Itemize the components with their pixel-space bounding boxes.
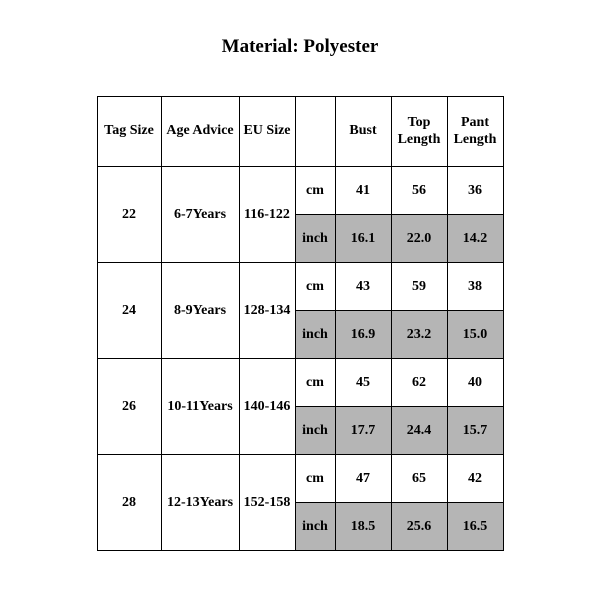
cell-pant-cm: 38 [447,263,503,311]
cell-unit-cm: cm [295,263,335,311]
col-bust: Bust [335,97,391,167]
cell-bust-cm: 43 [335,263,391,311]
cell-age: 12-13Years [161,455,239,551]
cell-pant-cm: 40 [447,359,503,407]
cell-tag: 28 [97,455,161,551]
cell-unit-cm: cm [295,455,335,503]
cell-age: 8-9Years [161,263,239,359]
cell-top-inch: 25.6 [391,503,447,551]
cell-unit-inch: inch [295,407,335,455]
cell-top-cm: 65 [391,455,447,503]
cell-unit-inch: inch [295,215,335,263]
col-pant-length: Pant Length [447,97,503,167]
cell-eu: 140-146 [239,359,295,455]
cell-bust-inch: 16.9 [335,311,391,359]
col-unit [295,97,335,167]
table-header: Tag Size Age Advice EU Size Bust Top Len… [97,97,503,167]
cell-eu: 152-158 [239,455,295,551]
cell-bust-inch: 17.7 [335,407,391,455]
table-row: 26 10-11Years 140-146 cm 45 62 40 [97,359,503,407]
cell-age: 6-7Years [161,167,239,263]
page-title: Material: Polyester [0,36,600,58]
cell-top-cm: 62 [391,359,447,407]
table-row: 28 12-13Years 152-158 cm 47 65 42 [97,455,503,503]
cell-top-cm: 59 [391,263,447,311]
cell-pant-inch: 15.0 [447,311,503,359]
cell-pant-cm: 42 [447,455,503,503]
cell-pant-inch: 14.2 [447,215,503,263]
col-eu-size: EU Size [239,97,295,167]
cell-bust-cm: 45 [335,359,391,407]
cell-tag: 22 [97,167,161,263]
cell-unit-cm: cm [295,167,335,215]
cell-top-cm: 56 [391,167,447,215]
cell-top-inch: 22.0 [391,215,447,263]
col-top-length: Top Length [391,97,447,167]
cell-pant-cm: 36 [447,167,503,215]
cell-bust-cm: 41 [335,167,391,215]
page: Material: Polyester Tag Size Age Advice … [0,0,600,600]
col-age-advice: Age Advice [161,97,239,167]
cell-top-inch: 24.4 [391,407,447,455]
cell-top-inch: 23.2 [391,311,447,359]
table-row: 24 8-9Years 128-134 cm 43 59 38 [97,263,503,311]
cell-pant-inch: 16.5 [447,503,503,551]
cell-pant-inch: 15.7 [447,407,503,455]
cell-unit-inch: inch [295,311,335,359]
cell-unit-inch: inch [295,503,335,551]
cell-age: 10-11Years [161,359,239,455]
cell-eu: 116-122 [239,167,295,263]
cell-bust-inch: 16.1 [335,215,391,263]
size-table: Tag Size Age Advice EU Size Bust Top Len… [97,96,504,551]
cell-tag: 24 [97,263,161,359]
cell-unit-cm: cm [295,359,335,407]
cell-tag: 26 [97,359,161,455]
cell-bust-inch: 18.5 [335,503,391,551]
cell-eu: 128-134 [239,263,295,359]
table-row: 22 6-7Years 116-122 cm 41 56 36 [97,167,503,215]
cell-bust-cm: 47 [335,455,391,503]
col-tag-size: Tag Size [97,97,161,167]
table-body: 22 6-7Years 116-122 cm 41 56 36 inch 16.… [97,167,503,551]
